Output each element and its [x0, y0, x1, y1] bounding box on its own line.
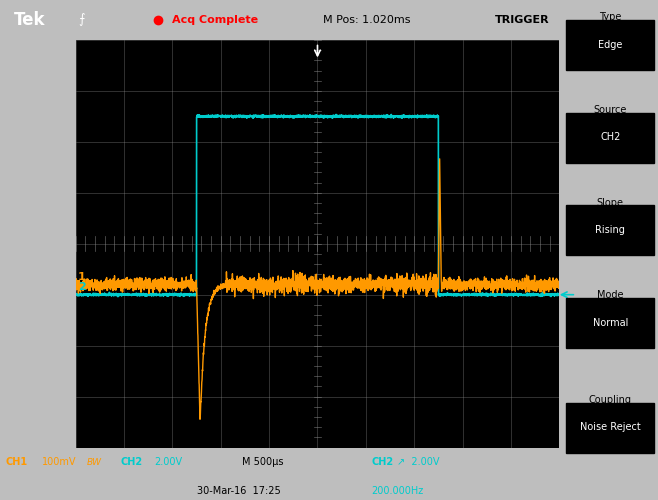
Bar [567, 298, 654, 348]
Text: Source: Source [594, 105, 627, 115]
Text: CH2: CH2 [121, 457, 143, 467]
Text: 30-Mar-16  17:25: 30-Mar-16 17:25 [197, 486, 281, 496]
Text: ⨍: ⨍ [79, 14, 86, 26]
Text: Slope: Slope [597, 198, 624, 207]
Text: Coupling: Coupling [589, 395, 632, 405]
Text: 100mV: 100mV [42, 457, 77, 467]
Text: BW: BW [88, 458, 102, 466]
Text: Normal: Normal [593, 318, 628, 328]
Bar [567, 112, 654, 162]
Text: M 500μs: M 500μs [242, 457, 284, 467]
Text: CH1: CH1 [6, 457, 28, 467]
Text: Rising: Rising [595, 225, 625, 235]
Text: Tek: Tek [14, 11, 45, 29]
Text: M Pos: 1.020ms: M Pos: 1.020ms [324, 15, 411, 25]
Text: TRIGGER: TRIGGER [495, 15, 549, 25]
Bar [567, 205, 654, 255]
Bar [567, 20, 654, 70]
Text: CH2: CH2 [600, 132, 620, 142]
Text: 200.000Hz: 200.000Hz [371, 486, 424, 496]
Text: Acq Complete: Acq Complete [172, 15, 258, 25]
Text: ↗  2.00V: ↗ 2.00V [397, 457, 439, 467]
Text: 2: 2 [78, 282, 86, 292]
Text: Mode: Mode [597, 290, 624, 300]
Text: CH2: CH2 [371, 457, 393, 467]
Text: Noise Reject: Noise Reject [580, 422, 641, 432]
Text: 2.00V: 2.00V [155, 457, 183, 467]
Text: 1: 1 [78, 272, 86, 282]
Text: Type: Type [599, 12, 622, 22]
Bar [567, 402, 654, 452]
Text: Edge: Edge [598, 40, 622, 50]
